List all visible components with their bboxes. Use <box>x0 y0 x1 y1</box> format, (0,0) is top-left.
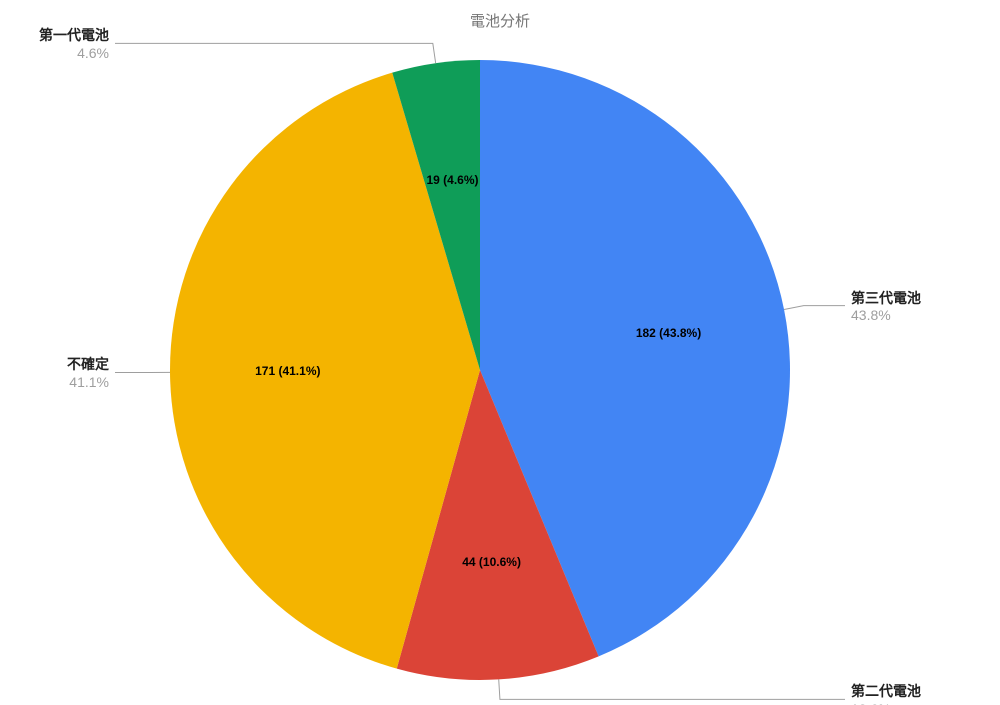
slice-external-label: 第一代電池4.6% <box>39 27 109 62</box>
slice-value-label: 171 (41.1%) <box>255 364 320 378</box>
slice-external-label: 第三代電池43.8% <box>851 290 921 325</box>
slice-value-label: 44 (10.6%) <box>462 555 521 569</box>
slice-percent: 4.6% <box>39 45 109 63</box>
slice-name: 第一代電池 <box>39 27 109 45</box>
slice-percent: 10.6% <box>851 701 921 705</box>
leader-line <box>115 43 436 63</box>
leader-line <box>784 306 845 310</box>
leader-line <box>499 679 845 699</box>
slice-external-label: 第二代電池10.6% <box>851 683 921 705</box>
pie-chart-svg <box>0 0 1000 705</box>
slice-name: 第二代電池 <box>851 683 921 701</box>
slice-external-label: 不確定41.1% <box>67 356 109 391</box>
slice-percent: 41.1% <box>67 374 109 392</box>
slice-value-label: 19 (4.6%) <box>427 173 479 187</box>
slice-percent: 43.8% <box>851 307 921 325</box>
chart-container: { "chart": { "type": "pie", "title": "電池… <box>0 0 1000 705</box>
slice-name: 第三代電池 <box>851 290 921 308</box>
slice-name: 不確定 <box>67 356 109 374</box>
slice-value-label: 182 (43.8%) <box>636 326 701 340</box>
